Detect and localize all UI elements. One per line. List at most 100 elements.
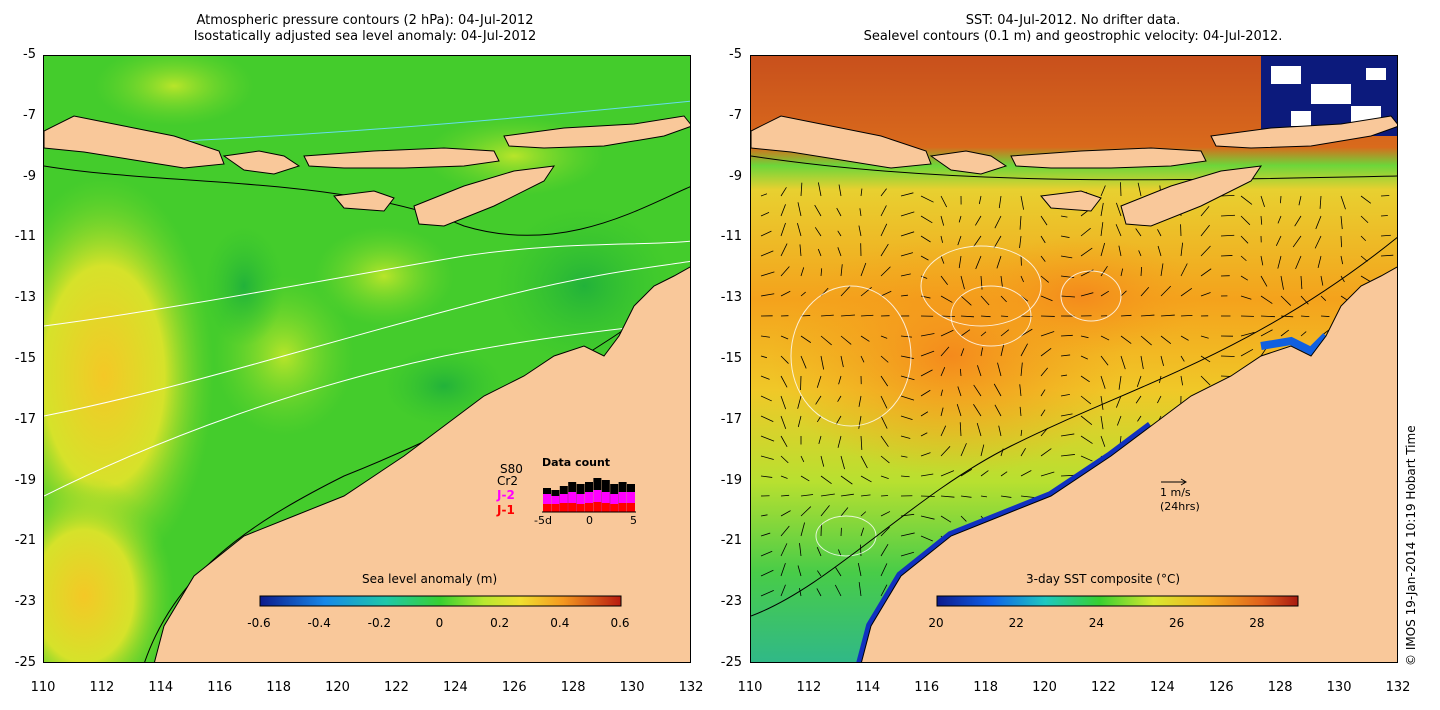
velocity-arrow: [1200, 375, 1211, 386]
sla-high-southwest: [44, 476, 174, 662]
velocity-arrow: [900, 551, 915, 557]
data-count-bar: [593, 502, 602, 512]
velocity-arrow: [1157, 229, 1162, 237]
velocity-arrow: [880, 435, 889, 447]
velocity-arrow: [973, 404, 982, 417]
velocity-arrow: [1380, 254, 1394, 257]
velocity-arrow: [1140, 355, 1144, 370]
velocity-arrow: [760, 569, 774, 577]
velocity-arrow: [1157, 395, 1162, 404]
velocity-arrow: [1180, 355, 1185, 362]
data-count-bar: [568, 503, 577, 512]
lon-tick-right: 116: [914, 680, 940, 695]
velocity-arrow: [940, 275, 948, 285]
velocity-arrow: [860, 544, 862, 557]
velocity-arrow: [1020, 315, 1033, 318]
velocity-arrow: [814, 204, 822, 217]
velocity-arrow: [1317, 255, 1322, 268]
data-count-bar: [585, 503, 593, 512]
velocity-arrow: [840, 507, 849, 517]
velocity-arrow: [1080, 292, 1094, 297]
lon-tick-left: 130: [619, 680, 645, 695]
velocity-arrow: [920, 255, 929, 261]
lat-tick-right: -5: [729, 47, 742, 62]
velocity-arrow: [1260, 315, 1275, 318]
velocity-arrow: [800, 506, 812, 517]
velocity-scale-period: (24hrs): [1160, 500, 1200, 513]
velocity-arrow: [780, 355, 789, 364]
velocity-arrow: [800, 335, 812, 343]
velocity-arrow: [760, 455, 774, 460]
lon-tick-right: 112: [796, 680, 822, 695]
velocity-arrow: [940, 407, 944, 417]
lon-tick-right: 122: [1091, 680, 1116, 695]
velocity-arrow: [1320, 295, 1327, 301]
lat-tick-right: -25: [720, 655, 742, 670]
sst-java-island: [751, 115, 932, 169]
velocity-arrow: [800, 291, 806, 297]
velocity-arrow: [816, 588, 822, 597]
velocity-arrow: [840, 314, 855, 317]
velocity-arrow: [960, 315, 975, 318]
velocity-arrow: [1320, 315, 1330, 317]
velocity-arrow: [960, 495, 972, 498]
velocity-arrow: [980, 347, 983, 357]
velocity-arrow: [1080, 395, 1092, 405]
velocity-arrow: [960, 348, 965, 357]
velocity-arrow: [974, 215, 982, 226]
velocity-arrow: [1240, 295, 1252, 300]
lon-tick-left: 114: [148, 680, 174, 695]
legend-s80: S80: [500, 462, 523, 476]
velocity-arrow: [980, 275, 983, 290]
velocity-arrow: [1280, 195, 1282, 204]
velocity-arrow: [940, 329, 954, 337]
velocity-arrow: [1180, 263, 1188, 277]
lat-tick-left: -9: [23, 168, 36, 184]
velocity-arrow: [780, 187, 787, 197]
velocity-arrow: [1100, 265, 1108, 277]
velocity-arrow: [860, 494, 871, 497]
velocity-arrow: [973, 384, 982, 397]
velocity-arrow: [800, 182, 803, 197]
velocity-arrow: [1360, 275, 1371, 283]
data-count-bar: [610, 504, 619, 512]
velocity-arrow: [1300, 295, 1309, 305]
sst-colorbar: [936, 595, 1299, 607]
velocity-arrow: [920, 389, 931, 397]
velocity-arrow: [860, 475, 872, 483]
sst-colorbar-label: 3-day SST composite (°C): [1026, 572, 1181, 586]
lon-tick-right: 128: [1267, 680, 1293, 695]
velocity-arrow: [1200, 224, 1210, 237]
pressure-contour-1: [44, 240, 690, 327]
lat-tick-right: -23: [720, 594, 742, 610]
lon-tick-left: 132: [678, 680, 704, 695]
velocity-arrow: [1260, 295, 1273, 304]
velocity-arrow: [1240, 332, 1255, 337]
velocity-arrow: [820, 493, 835, 497]
velocity-arrow: [976, 422, 982, 437]
lon-tick-left: 128: [560, 680, 586, 695]
velocity-arrow: [1200, 335, 1209, 339]
velocity-arrow: [993, 235, 1002, 249]
velocity-arrow: [1000, 275, 1003, 287]
velocity-arrow: [1292, 235, 1302, 248]
velocity-arrow: [760, 212, 770, 217]
velocity-arrow: [1275, 235, 1282, 246]
data-count-title: Data count: [542, 456, 611, 469]
right-title-line2: Sealevel contours (0.1 m) and geostrophi…: [863, 29, 1283, 44]
sla-map: [43, 55, 691, 663]
velocity-arrow: [780, 335, 789, 340]
sst-eddy-4: [1060, 270, 1122, 322]
velocity-arrow: [1180, 287, 1193, 297]
velocity-arrow: [880, 415, 888, 429]
velocity-arrow: [960, 275, 965, 290]
data-count-bar: [601, 492, 610, 512]
velocity-arrow: [1138, 250, 1142, 257]
sst-map-svg: [751, 56, 1397, 662]
velocity-arrow: [1277, 255, 1282, 269]
lon-tick-right: 118: [973, 680, 999, 695]
sst-bathy-contour: [751, 236, 1397, 617]
velocity-arrow: [840, 355, 844, 368]
velocity-arrow: [760, 293, 775, 297]
velocity-arrow: [1240, 275, 1249, 281]
